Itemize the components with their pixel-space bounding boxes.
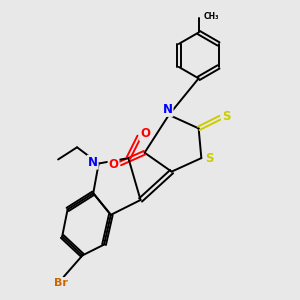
Text: O: O <box>109 158 118 171</box>
Text: S: S <box>205 152 213 165</box>
Text: O: O <box>140 127 150 140</box>
Text: N: N <box>163 103 172 116</box>
Text: Br: Br <box>54 278 68 288</box>
Text: CH₃: CH₃ <box>203 12 219 21</box>
Text: N: N <box>88 156 98 169</box>
Text: S: S <box>222 110 230 123</box>
